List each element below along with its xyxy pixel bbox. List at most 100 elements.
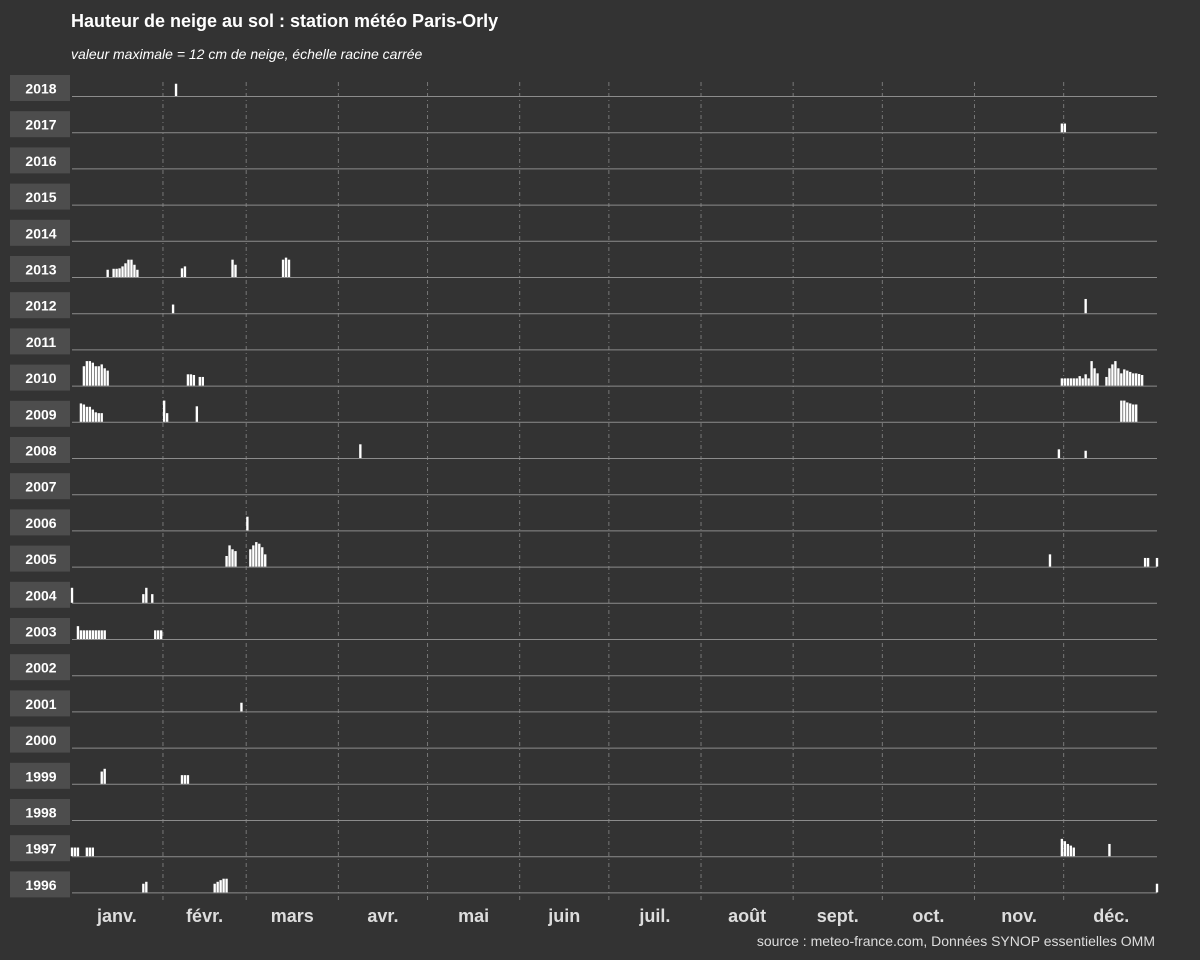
year-label: 2001 [25, 696, 56, 712]
snow-bar [1060, 378, 1064, 386]
snow-bar [1060, 123, 1064, 133]
snow-bar [264, 554, 267, 567]
snow-bar [192, 374, 196, 386]
year-label: 2004 [25, 587, 56, 603]
snow-bar [234, 264, 237, 277]
snow-bar [73, 847, 77, 857]
year-label: 2017 [25, 117, 56, 133]
snow-bar [1108, 843, 1111, 857]
snow-bar [112, 268, 115, 277]
snow-bar [121, 266, 124, 277]
year-strip [10, 328, 70, 355]
snow-bar [1140, 374, 1144, 386]
snow-bar [142, 883, 145, 893]
snow-bar [97, 630, 100, 639]
snow-bar [1090, 361, 1093, 386]
snow-bar [82, 630, 86, 639]
snow-bar [145, 587, 148, 603]
snow-bar [219, 880, 222, 893]
snow-bar [183, 775, 187, 784]
year-panel-2001: 2001 [10, 690, 1157, 717]
snow-bar [284, 257, 288, 277]
snow-bar [246, 516, 249, 531]
snow-bar [1143, 557, 1147, 567]
year-label: 2010 [25, 370, 56, 386]
month-dividers [162, 82, 1065, 901]
snow-bar [88, 361, 92, 386]
snow-bar [165, 413, 169, 422]
snow-bar [85, 406, 89, 422]
snow-bar [1105, 376, 1108, 386]
snow-bar [186, 775, 190, 784]
year-label: 2002 [25, 660, 56, 676]
snow-bar [1093, 368, 1096, 386]
snow-bar [94, 412, 97, 422]
snow-bar [1129, 371, 1132, 386]
snow-bar [1069, 378, 1072, 386]
year-panel-2017: 2017 [10, 111, 1157, 138]
snow-bar [1120, 373, 1123, 386]
snow-bar [1135, 373, 1138, 386]
snow-bar [133, 264, 136, 277]
snow-bar [103, 768, 106, 784]
snow-bar [1123, 369, 1126, 386]
snow-bar [94, 366, 97, 386]
snow-bar [1060, 838, 1064, 857]
month-label: nov. [1001, 906, 1037, 926]
snow-bar [103, 368, 106, 386]
year-panel-2002: 2002 [10, 654, 1157, 681]
snow-bar [76, 626, 80, 639]
snow-bar [1120, 400, 1123, 422]
snow-bar [1069, 845, 1072, 857]
snow-bar [91, 630, 94, 639]
year-label: 2011 [26, 334, 57, 350]
snow-bar [100, 771, 103, 784]
year-panel-2015: 2015 [10, 183, 1157, 210]
snow-bar [1066, 843, 1070, 857]
year-strip [10, 726, 70, 753]
year-strip [10, 75, 70, 101]
month-label: mai [458, 906, 489, 926]
year-strip [10, 581, 70, 608]
snow-bar [228, 545, 231, 567]
snow-bar [252, 545, 255, 567]
year-panels: 2018 2017 2016 2015 2014 2013 2012 2011 2010 2009… [10, 75, 1159, 898]
year-strip [10, 690, 70, 717]
snow-bar [100, 413, 103, 422]
snow-bar [115, 268, 118, 277]
year-panel-2006: 2006 [10, 509, 1157, 536]
year-strip [10, 147, 70, 174]
snow-bar [1126, 370, 1129, 386]
snow-bar [1096, 373, 1099, 386]
snow-bar [154, 630, 157, 639]
snow-bar [240, 702, 243, 712]
year-strip [10, 473, 70, 500]
year-label: 1997 [25, 841, 56, 857]
year-strip [10, 618, 70, 644]
snow-bar [201, 376, 204, 386]
year-strip [10, 256, 70, 282]
snow-bar [255, 542, 258, 567]
year-panel-2003: 2003 [10, 618, 1157, 644]
year-label: 2009 [25, 406, 56, 422]
month-label: mars [271, 906, 314, 926]
year-strip [10, 835, 70, 862]
snow-bar [100, 364, 103, 386]
snow-bar [1063, 378, 1067, 386]
year-label: 2016 [25, 153, 56, 169]
snow-bar [180, 775, 184, 784]
month-label: déc. [1093, 906, 1129, 926]
year-strip [10, 509, 70, 536]
snow-bar [151, 594, 154, 603]
snow-bar [287, 259, 291, 277]
snow-bar [249, 549, 252, 567]
year-label: 2012 [25, 298, 56, 314]
year-panel-2018: 2018 [10, 75, 1157, 101]
snow-bar [1123, 400, 1126, 422]
snow-bar [106, 269, 109, 277]
year-strip [10, 799, 70, 825]
year-strip [10, 545, 70, 572]
year-panel-2005: 2005 [10, 542, 1159, 572]
snow-bar [79, 403, 83, 422]
